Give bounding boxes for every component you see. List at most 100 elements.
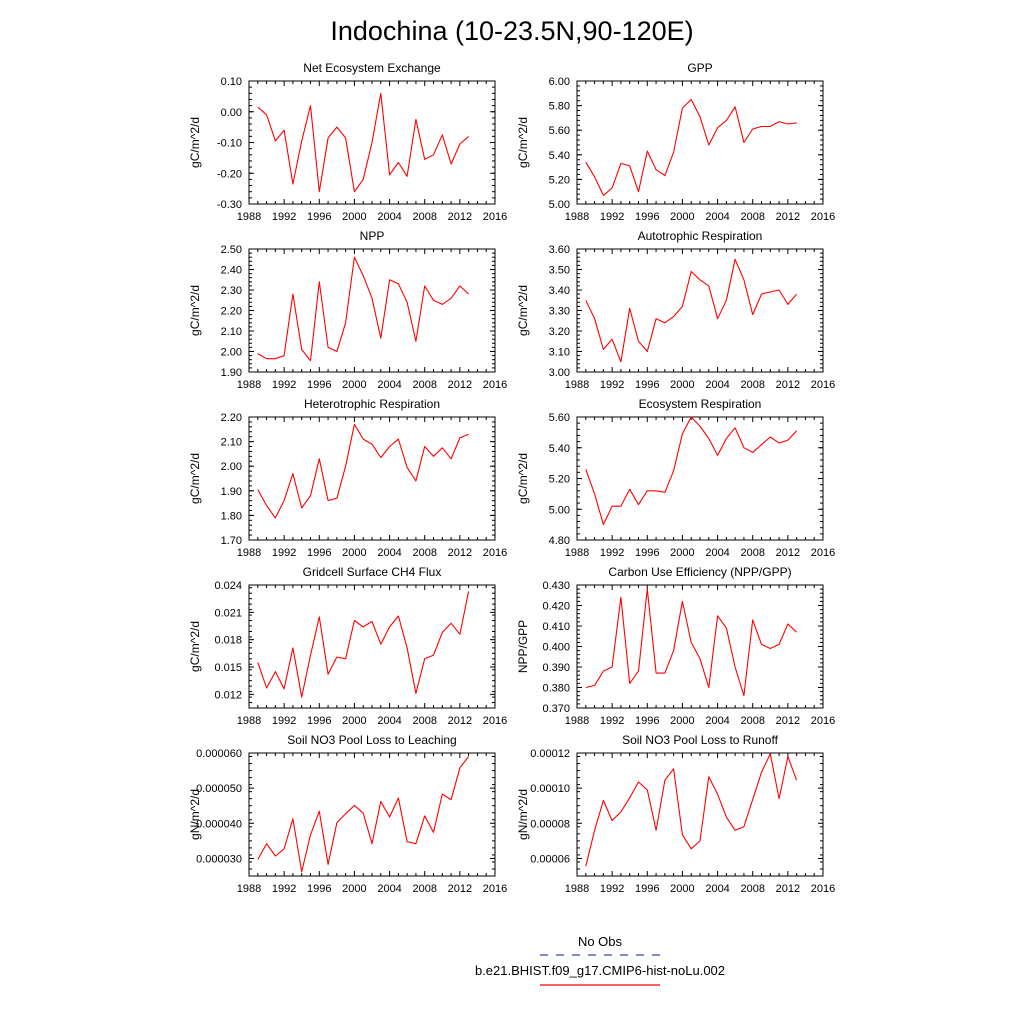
panel-4: Heterotrophic Respiration gC/m^2/d 1988 199… [188,397,507,559]
x-tick-label: 2000 [342,883,366,895]
x-tick-label: 1988 [237,379,261,391]
y-tick-label: 0.012 [214,689,242,701]
y-tick-label: 0.018 [214,635,242,647]
series-line [257,756,470,873]
x-tick-label: 2008 [412,379,436,391]
x-tick-label: 2004 [377,715,401,727]
x-tick-label: 2008 [412,547,436,559]
x-tick-label: 2012 [776,211,800,223]
y-tick-label: 5.20 [549,474,570,486]
x-tick-label: 2012 [448,715,472,727]
x-tick-label: 2004 [377,211,401,223]
x-tick-label: 2004 [705,547,729,559]
y-tick-label: 0.000030 [196,853,242,865]
y-tick-label: 0.00012 [530,748,570,760]
x-tick-label: 2016 [483,883,507,895]
legend-label-no-obs: No Obs [578,934,623,949]
y-axis-label: gC/m^2/d [516,285,530,336]
y-tick-label: -0.10 [217,138,242,150]
x-tick-label: 1996 [635,715,659,727]
y-tick-label: 0.015 [214,662,242,674]
y-axis-label: gN/m^2/d [516,789,530,840]
y-tick-label: 3.60 [549,244,570,256]
x-tick-label: 2000 [670,379,694,391]
x-tick-label: 2012 [776,379,800,391]
x-tick-label: 2004 [377,547,401,559]
y-tick-label: 5.00 [549,199,570,211]
panel-title: Heterotrophic Respiration [304,397,440,411]
y-axis-label: NPP/GPP [516,620,530,673]
x-tick-label: 2016 [811,715,835,727]
figure-title: Indochina (10-23.5N,90-120E) [330,16,693,46]
panel-title: Soil NO3 Pool Loss to Leaching [287,733,456,747]
x-tick-label: 1996 [307,547,331,559]
y-tick-label: 3.10 [549,347,570,359]
panel-2: NPP gC/m^2/d 1988 1992 1996 2000 2004 2008 2012 2… [188,229,507,391]
y-axis-label: gC/m^2/d [516,117,530,168]
x-tick-label: 2000 [342,379,366,391]
x-tick-label: 2000 [670,547,694,559]
y-tick-label: 3.50 [549,265,570,277]
x-tick-label: 2000 [342,211,366,223]
panel-title: Carbon Use Efficiency (NPP/GPP) [608,565,791,579]
x-tick-label: 1996 [307,715,331,727]
panel-1: GPP gC/m^2/d 1988 1992 1996 2000 2004 2008 2012 2… [516,61,835,223]
y-tick-label: 0.021 [214,607,242,619]
y-tick-label: 2.10 [221,326,242,338]
y-tick-label: 5.40 [549,150,570,162]
x-tick-label: 1988 [565,883,589,895]
x-tick-label: 2016 [811,211,835,223]
x-tick-label: 2004 [705,715,729,727]
y-tick-label: 5.20 [549,174,570,186]
x-tick-label: 2016 [483,211,507,223]
y-tick-label: 0.000050 [196,783,242,795]
x-tick-label: 2012 [776,883,800,895]
y-tick-label: 2.00 [221,461,242,473]
x-tick-label: 2008 [412,715,436,727]
y-tick-label: 2.40 [221,265,242,277]
panel-title: Gridcell Surface CH4 Flux [303,565,442,579]
y-tick-label: 0.370 [542,703,570,715]
x-tick-label: 2004 [377,379,401,391]
y-tick-label: -0.30 [217,199,242,211]
x-tick-label: 1996 [307,211,331,223]
x-tick-label: 2012 [448,883,472,895]
series-line [257,256,469,362]
x-tick-label: 1992 [272,715,296,727]
x-tick-label: 2008 [740,883,764,895]
x-tick-label: 2004 [705,379,729,391]
y-tick-label: 6.00 [549,76,570,88]
panel-3: Autotrophic Respiration gC/m^2/d 1988 1992 1… [516,229,835,391]
y-tick-label: 2.20 [221,306,242,318]
panel-7: Carbon Use Efficiency (NPP/GPP) NPP/GPP 19… [516,565,835,727]
y-tick-label: 5.00 [549,504,570,516]
x-tick-label: 1988 [237,715,261,727]
y-axis-label: gC/m^2/d [188,285,202,336]
y-tick-label: 0.380 [542,683,570,695]
y-tick-label: 3.40 [549,285,570,297]
x-tick-label: 2012 [776,547,800,559]
x-tick-label: 2008 [740,211,764,223]
x-tick-label: 1996 [635,379,659,391]
y-tick-label: 5.40 [549,443,570,455]
x-tick-label: 2000 [670,883,694,895]
x-tick-label: 1992 [600,211,624,223]
y-tick-label: 0.000060 [196,748,242,760]
x-tick-label: 2016 [811,883,835,895]
x-tick-label: 2008 [412,883,436,895]
y-tick-label: 5.60 [549,125,570,137]
panel-8: Soil NO3 Pool Loss to Leaching gN/m^2/d 19… [188,733,507,895]
panels: Net Ecosystem Exchange gC/m^2/d 1988 1992 19… [188,61,835,895]
y-tick-label: 3.20 [549,326,570,338]
x-tick-label: 1992 [600,379,624,391]
x-tick-label: 2000 [342,715,366,727]
x-tick-label: 1996 [635,883,659,895]
series-line [585,416,798,526]
y-axis-label: gC/m^2/d [188,117,202,168]
y-tick-label: 0.00 [221,107,242,119]
y-tick-label: -0.20 [217,168,242,180]
series-line [257,92,469,193]
x-tick-label: 2016 [811,547,835,559]
x-tick-label: 2008 [740,379,764,391]
